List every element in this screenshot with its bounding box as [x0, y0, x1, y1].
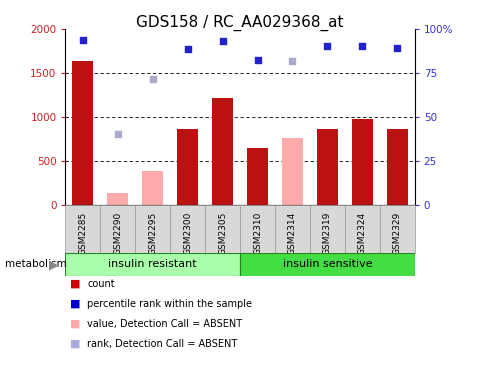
Text: insulin sensitive: insulin sensitive [282, 259, 371, 269]
Point [79, 37, 87, 43]
Text: GSM2314: GSM2314 [287, 212, 296, 255]
Point [288, 58, 296, 64]
Bar [351, 119, 372, 205]
Bar [240, 205, 274, 253]
Text: GSM2324: GSM2324 [357, 212, 366, 255]
Bar [107, 193, 128, 205]
Bar [72, 61, 93, 205]
Bar [386, 130, 407, 205]
Bar [65, 253, 240, 276]
Point [218, 38, 226, 44]
Text: metabolism: metabolism [5, 259, 66, 269]
Text: ■: ■ [70, 319, 81, 329]
Bar [205, 205, 240, 253]
Text: GSM2290: GSM2290 [113, 212, 122, 255]
Point [149, 76, 156, 82]
Bar [316, 128, 337, 205]
Bar [212, 98, 233, 205]
Text: ■: ■ [70, 299, 81, 309]
Bar [246, 148, 268, 205]
Text: GSM2285: GSM2285 [78, 212, 87, 255]
Text: GSM2310: GSM2310 [253, 212, 261, 255]
Text: GDS158 / RC_AA029368_at: GDS158 / RC_AA029368_at [136, 15, 343, 31]
Point [393, 45, 400, 51]
Text: GSM2300: GSM2300 [183, 212, 192, 255]
Bar [309, 205, 344, 253]
Point [323, 43, 331, 49]
Text: ■: ■ [70, 279, 81, 289]
Text: ▶: ▶ [48, 258, 58, 271]
Text: ■: ■ [70, 339, 81, 349]
Text: GSM2305: GSM2305 [218, 212, 227, 255]
Text: insulin resistant: insulin resistant [108, 259, 197, 269]
Point [183, 46, 191, 52]
Text: GSM2329: GSM2329 [392, 212, 401, 255]
Bar [100, 205, 135, 253]
Text: percentile rank within the sample: percentile rank within the sample [87, 299, 252, 309]
Bar [170, 205, 205, 253]
Point [114, 131, 121, 137]
Bar [274, 205, 309, 253]
Bar [142, 171, 163, 205]
Bar [65, 205, 100, 253]
Text: count: count [87, 279, 115, 289]
Bar [177, 130, 198, 205]
Bar [281, 138, 302, 205]
Text: value, Detection Call = ABSENT: value, Detection Call = ABSENT [87, 319, 242, 329]
Bar [344, 205, 379, 253]
Bar [240, 253, 414, 276]
Point [253, 57, 261, 63]
Bar [379, 205, 414, 253]
Point [358, 43, 365, 49]
Text: rank, Detection Call = ABSENT: rank, Detection Call = ABSENT [87, 339, 237, 349]
Bar [135, 205, 170, 253]
Text: GSM2295: GSM2295 [148, 212, 157, 255]
Text: GSM2319: GSM2319 [322, 212, 331, 255]
